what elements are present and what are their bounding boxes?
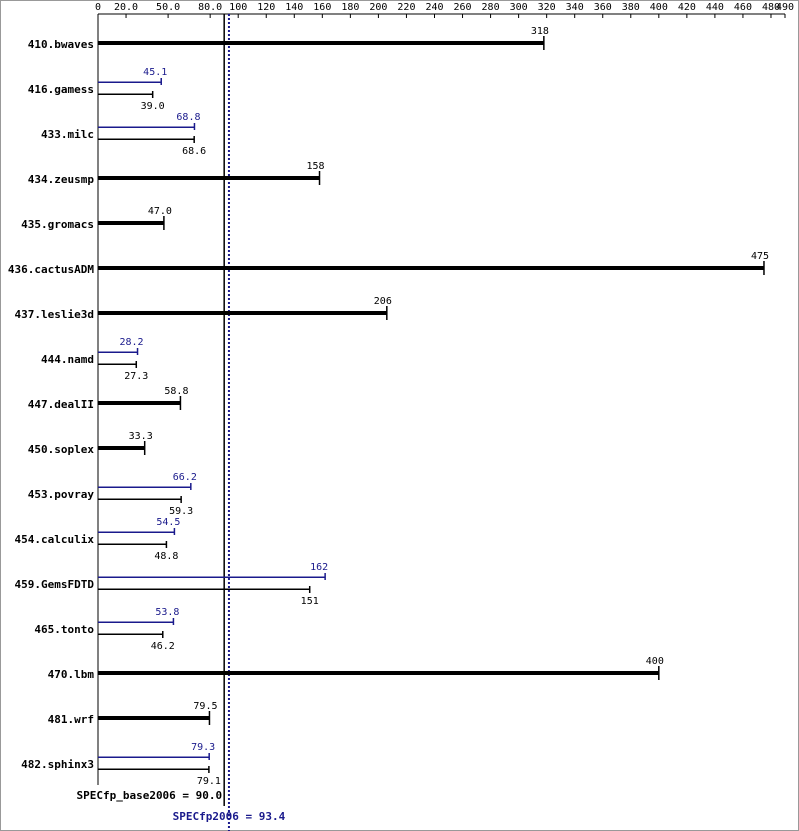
category-label: 437.leslie3d [15,308,94,321]
x-tick-label: 460 [734,2,752,13]
value-label: 158 [306,161,324,172]
value-label: 48.8 [154,551,178,562]
x-tick-label: 220 [397,2,415,13]
bar [98,543,167,545]
value-label: 318 [531,26,549,37]
bar [98,266,764,270]
x-tick-label: 160 [313,2,331,13]
bar [98,588,310,590]
value-label: 27.3 [124,371,148,382]
x-tick-label: 120 [257,2,275,13]
bar [98,671,659,675]
value-label: 47.0 [148,206,172,217]
value-label: 54.5 [156,517,180,528]
bar [98,176,320,180]
category-label: 481.wrf [48,713,94,726]
category-label: 433.milc [41,128,94,141]
value-label: 79.5 [193,701,217,712]
value-label: 28.2 [119,337,143,348]
bar [98,363,137,365]
x-tick-label: 100 [229,2,247,13]
value-label: 66.2 [173,472,197,483]
bar [98,716,210,720]
bar [98,81,162,83]
x-tick-label: 280 [482,2,500,13]
x-tick-label: 440 [706,2,724,13]
reference-label: SPECfp_base2006 = 90.0 [76,789,222,802]
bar [98,351,138,353]
category-label: 447.dealII [28,398,94,411]
value-label: 39.0 [141,101,165,112]
bar [98,576,326,578]
category-label: 434.zeusmp [28,173,95,186]
value-label: 45.1 [143,67,167,78]
category-label: 444.namd [41,353,94,366]
bar [98,401,181,405]
value-label: 46.2 [151,641,175,652]
value-label: 58.8 [164,386,188,397]
bar [98,768,209,770]
category-label: 416.gamess [28,83,94,96]
value-label: 79.3 [191,742,215,753]
bar [98,621,174,623]
x-tick-label: 320 [538,2,556,13]
x-tick-label: 50.0 [156,2,180,13]
value-label: 53.8 [155,607,179,618]
category-label: 435.gromacs [21,218,94,231]
category-label: 453.povray [28,488,95,501]
bar [98,756,210,758]
x-tick-label: 480 [762,2,780,13]
bar [98,486,191,488]
x-tick-label: 20.0 [114,2,138,13]
value-label: 151 [301,596,319,607]
bar [98,446,145,450]
bar [98,138,195,140]
category-label: 454.calculix [15,533,95,546]
x-tick-label: 0 [95,2,101,13]
x-tick-label: 80.0 [198,2,222,13]
reference-label: SPECfp2006 = 93.4 [173,810,286,823]
value-label: 33.3 [129,431,153,442]
category-label: 450.soplex [28,443,95,456]
x-tick-label: 360 [594,2,612,13]
category-label: 436.cactusADM [8,263,94,276]
category-label: 465.tonto [34,623,94,636]
x-tick-label: 300 [510,2,528,13]
bar [98,93,153,95]
category-label: 410.bwaves [28,38,94,51]
bar [98,221,164,225]
x-tick-label: 240 [425,2,443,13]
x-tick-label: 200 [369,2,387,13]
value-label: 475 [751,251,769,262]
value-label: 400 [646,656,664,667]
value-label: 206 [374,296,392,307]
value-label: 68.8 [176,112,200,123]
x-tick-label: 180 [341,2,359,13]
x-tick-label: 140 [285,2,303,13]
x-tick-label: 260 [453,2,471,13]
bar [98,498,182,500]
x-tick-label: 380 [622,2,640,13]
bar [98,311,387,315]
category-label: 459.GemsFDTD [15,578,95,591]
value-label: 68.6 [182,146,206,157]
x-tick-label: 490 [776,2,794,13]
x-tick-label: 400 [650,2,668,13]
x-tick-label: 340 [566,2,584,13]
value-label: 59.3 [169,506,193,517]
bar [98,126,195,128]
category-label: 470.lbm [48,668,95,681]
bar [98,41,544,45]
value-label: 79.1 [197,776,221,787]
bar [98,633,163,635]
bar [98,531,175,533]
value-label: 162 [310,562,328,573]
category-label: 482.sphinx3 [21,758,94,771]
x-tick-label: 420 [678,2,696,13]
